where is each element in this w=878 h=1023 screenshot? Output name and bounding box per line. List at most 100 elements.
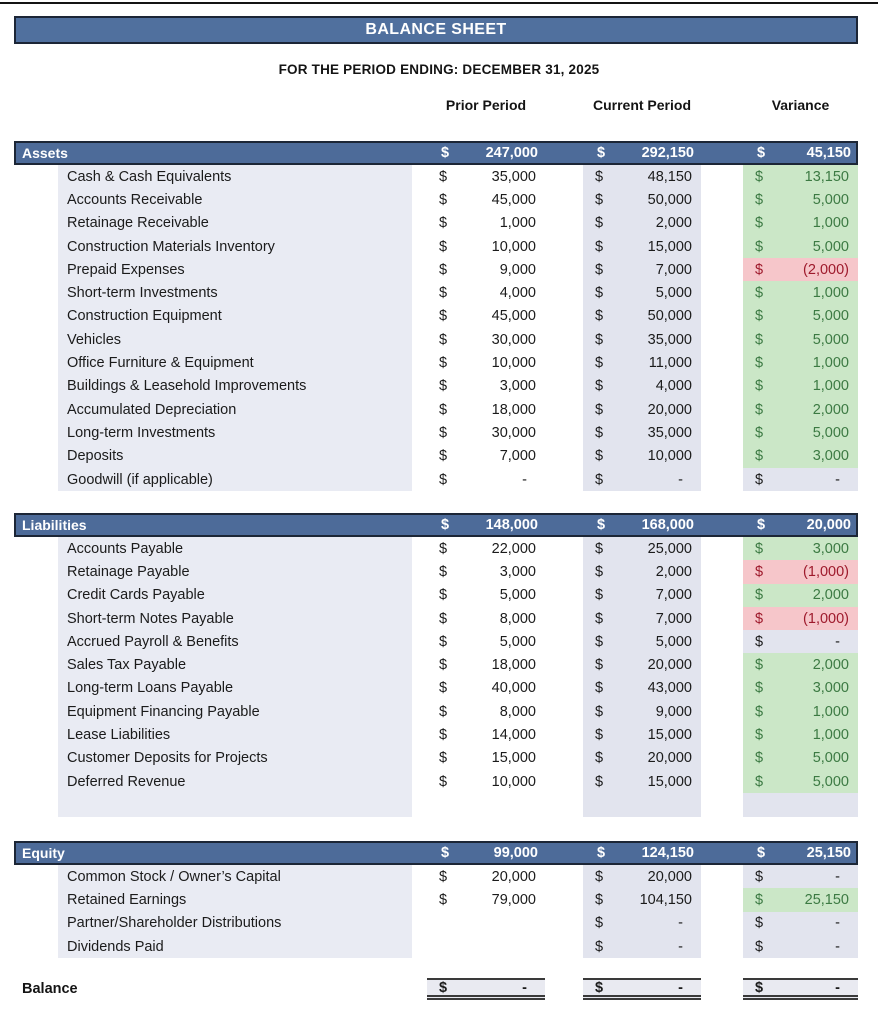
amount: 1,000 (812, 285, 849, 302)
dollar-sign: $ (439, 540, 448, 557)
cell-variance: $ - (743, 630, 858, 654)
amount: (1,000) (803, 610, 849, 627)
dollar-sign: $ (595, 938, 604, 955)
row-label (58, 793, 412, 817)
amount: (1,000) (803, 563, 849, 580)
balance-cell-variance: $ - (743, 978, 858, 1000)
period-subtitle: FOR THE PERIOD ENDING: DECEMBER 31, 2025 (278, 62, 600, 77)
cell-prior-period: $ 45,000 (427, 304, 545, 329)
cell-variance: $ 25,150 (743, 888, 858, 912)
dollar-sign: $ (595, 540, 604, 557)
dollar-sign: $ (439, 657, 448, 674)
table-row: Sales Tax Payable $ 18,000 $ 20,000 $ 2,… (14, 653, 858, 677)
section-title: Liabilities (22, 517, 87, 533)
dollar-sign: $ (595, 657, 604, 674)
amount: 3,000 (499, 378, 536, 395)
amount: 5,000 (655, 633, 692, 650)
dollar-sign: $ (595, 285, 604, 302)
empty-spacer-row (14, 793, 858, 817)
table-row: Deferred Revenue $ 10,000 $ 15,000 $ 5,0… (14, 769, 858, 794)
row-indent (14, 188, 58, 212)
row-label: Common Stock / Owner’s Capital (58, 865, 412, 889)
cell-variance: $ - (743, 467, 858, 492)
row-indent (14, 444, 58, 468)
dollar-sign: $ (439, 750, 448, 767)
table-row: Credit Cards Payable $ 5,000 $ 7,000 $ 2… (14, 583, 858, 607)
row-label: Short-term Investments (58, 281, 412, 305)
dollar-sign: $ (595, 448, 604, 465)
dollar-sign: $ (595, 261, 604, 278)
amount: 35,000 (647, 331, 692, 348)
table-row: Lease Liabilities $ 14,000 $ 15,000 $ 1,… (14, 723, 858, 747)
dollar-sign: $ (757, 845, 766, 861)
cell-prior-period: $ 10,000 (427, 769, 545, 794)
amount: 20,000 (647, 750, 692, 767)
section-total-prior: $ 247,000 (429, 143, 547, 163)
table-row: Dividends Paid $ - $ - (14, 934, 858, 959)
cell-variance: $ 5,000 (743, 746, 858, 770)
dollar-sign: $ (755, 331, 764, 348)
cell-current-period: $ 35,000 (583, 421, 701, 445)
amount: 5,000 (499, 587, 536, 604)
dollar-sign: $ (595, 424, 604, 441)
section-assets: Assets $ 247,000 $ 292,150 $ 45,150 Cash… (14, 141, 858, 492)
amount: 50,000 (647, 191, 692, 208)
dollar-sign: $ (755, 285, 764, 302)
row-label: Accumulated Depreciation (58, 397, 412, 422)
amount: 20,000 (647, 401, 692, 418)
row-indent (14, 281, 58, 305)
dollar-sign: $ (595, 191, 604, 208)
cell-current-period: $ 20,000 (583, 653, 701, 677)
row-label: Construction Equipment (58, 304, 412, 329)
dollar-sign: $ (755, 891, 764, 908)
cell-variance: $ - (743, 865, 858, 889)
dollar-sign: $ (755, 448, 764, 465)
cell-current-period: $ - (583, 467, 701, 492)
dollar-sign: $ (439, 168, 448, 185)
dollar-sign: $ (755, 703, 764, 720)
dollar-sign: $ (755, 727, 764, 744)
cell-current-period: $ 104,150 (583, 888, 701, 912)
amount: 7,000 (655, 587, 692, 604)
amount: 8,000 (499, 703, 536, 720)
dollar-sign: $ (755, 540, 764, 557)
cell-current-period: $ 4,000 (583, 374, 701, 398)
cell-variance: $ 2,000 (743, 653, 858, 677)
amount: 9,000 (499, 261, 536, 278)
amount: 43,000 (647, 680, 692, 697)
row-indent (14, 723, 58, 747)
cell-current-period: $ 5,000 (583, 281, 701, 305)
title-bar: BALANCE SHEET (14, 16, 858, 44)
row-indent (14, 653, 58, 677)
amount: 5,000 (812, 424, 849, 441)
cell-current-period: $ 20,000 (583, 397, 701, 422)
amount: 5,000 (812, 238, 849, 255)
row-indent (14, 165, 58, 189)
dollar-sign: $ (439, 868, 448, 885)
row-label: Credit Cards Payable (58, 583, 412, 607)
amount: - (835, 868, 840, 885)
dollar-sign: $ (439, 703, 448, 720)
dollar-sign: $ (755, 587, 764, 604)
amount: 18,000 (491, 401, 536, 418)
amount: 2,000 (812, 587, 849, 604)
dollar-sign: $ (439, 401, 448, 418)
amount: 1,000 (812, 703, 849, 720)
amount: 247,000 (485, 145, 538, 161)
dollar-sign: $ (755, 401, 764, 418)
section-title: Equity (22, 845, 65, 861)
cell-prior-period: $ 3,000 (427, 560, 545, 584)
cell-prior-period: $ 3,000 (427, 374, 545, 398)
dollar-sign: $ (595, 633, 604, 650)
row-indent (14, 397, 58, 422)
dollar-sign: $ (595, 401, 604, 418)
row-label: Construction Materials Inventory (58, 234, 412, 259)
dollar-sign: $ (439, 355, 448, 372)
cell-current-period: $ 50,000 (583, 304, 701, 329)
cell-current-period: $ - (583, 911, 701, 935)
balance-amount-prior: - (522, 979, 527, 996)
amount: 10,000 (491, 238, 536, 255)
amount: 14,000 (491, 727, 536, 744)
row-indent (14, 700, 58, 724)
table-row: Short-term Notes Payable $ 8,000 $ 7,000… (14, 606, 858, 631)
